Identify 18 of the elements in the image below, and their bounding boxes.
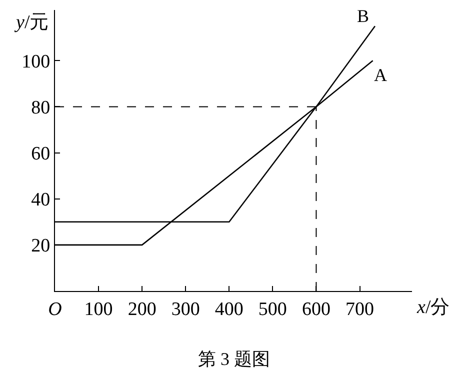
x-tick-label: 500 [258, 298, 287, 320]
x-tick-label: 600 [302, 298, 330, 320]
y-tick-label: 60 [31, 143, 50, 164]
y-tick-label: 40 [31, 190, 50, 211]
y-tick-label: 100 [22, 51, 50, 72]
x-tick-label: 400 [214, 298, 244, 320]
x-tick-label: O [48, 298, 62, 320]
series-label: A [374, 65, 387, 85]
x-tick-label: 100 [84, 298, 113, 320]
x-tick-label: 300 [171, 298, 200, 320]
x-axis-title: x/分 [416, 297, 450, 318]
series-label: B [357, 6, 370, 26]
y-axis-title: y/元 [14, 12, 49, 33]
x-tick-label: 700 [346, 298, 374, 320]
x-tick-label: 200 [128, 298, 156, 320]
y-tick-label: 20 [31, 236, 50, 257]
text: 第 3 题图 [198, 349, 270, 369]
y-tick-label: 80 [31, 97, 50, 118]
